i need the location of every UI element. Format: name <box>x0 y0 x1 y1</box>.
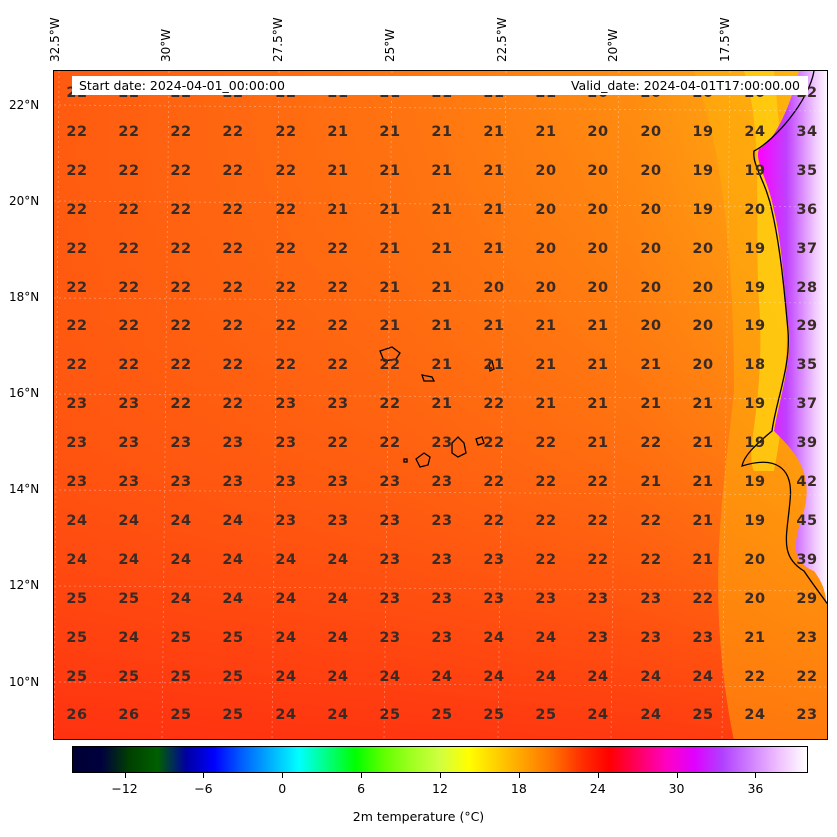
colorbar-tick-mark <box>361 773 363 778</box>
latitude-label: 16°N <box>9 386 40 400</box>
colorbar-tick-mark <box>518 773 520 778</box>
colorbar-title: 2m temperature (°C) <box>352 809 485 824</box>
latitude-label: 14°N <box>9 482 40 496</box>
latitude-label: 18°N <box>9 290 40 304</box>
longitude-label: 27.5°W <box>271 17 285 62</box>
longitude-label: 32.5°W <box>48 17 62 62</box>
colorbar-tick-mark <box>282 773 284 778</box>
latitude-label: 22°N <box>9 98 40 112</box>
longitude-label: 30°W <box>159 28 173 62</box>
colorbar-tick-label: 0 <box>278 781 287 796</box>
colorbar-tick-mark <box>440 773 441 778</box>
valid-date-label: Valid_date: 2024-04-01T17:00:00.00 <box>570 78 800 93</box>
colorbar-tick-label: −6 <box>194 781 213 796</box>
colorbar-tick-mark <box>676 773 678 778</box>
longitude-label: 25°W <box>383 28 397 62</box>
latitude-label: 10°N <box>9 675 40 689</box>
colorbar-tick-label: 6 <box>357 781 366 796</box>
longitude-label: 22.5°W <box>495 17 509 62</box>
colorbar-tick-mark <box>597 773 599 778</box>
colorbar-tick-label: −12 <box>111 781 138 796</box>
colorbar-tick-mark <box>203 773 205 778</box>
colorbar-tick-mark <box>755 773 757 778</box>
longitude-label: 20°W <box>606 28 620 62</box>
colorbar-tick-label: 12 <box>432 781 448 796</box>
temperature-map <box>53 70 828 740</box>
latitude-label: 12°N <box>9 578 40 592</box>
colorbar-tick-label: 18 <box>510 781 527 796</box>
colorbar <box>72 746 808 773</box>
start-date-label: Start date: 2024-04-01_00:00:00 <box>79 78 285 93</box>
map-background <box>54 71 827 739</box>
colorbar-tick-label: 36 <box>747 781 764 796</box>
date-header-bar: Start date: 2024-04-01_00:00:00 Valid_da… <box>72 76 808 95</box>
latitude-label: 20°N <box>9 194 40 208</box>
colorbar-tick-label: 30 <box>668 781 685 796</box>
longitude-label: 17.5°W <box>718 17 732 62</box>
colorbar-tick-mark <box>124 773 126 778</box>
colorbar-tick-label: 24 <box>589 781 606 796</box>
